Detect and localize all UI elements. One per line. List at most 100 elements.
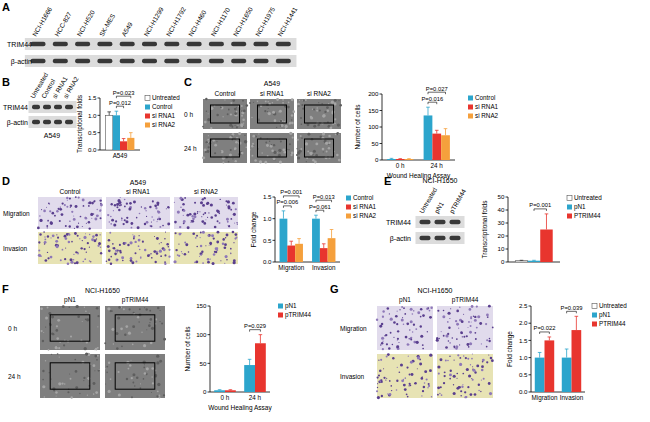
x-tick-label: 0 h bbox=[396, 162, 405, 169]
cell-texture bbox=[82, 226, 83, 227]
cell-texture bbox=[99, 210, 101, 212]
cell-texture bbox=[313, 150, 316, 153]
cell-texture bbox=[89, 313, 90, 314]
cell-texture bbox=[472, 366, 473, 367]
blot-band bbox=[254, 42, 269, 46]
cell-texture bbox=[42, 370, 44, 372]
cell-texture bbox=[455, 320, 457, 322]
cell-texture bbox=[297, 157, 300, 160]
cell-texture bbox=[105, 383, 106, 384]
cell-texture bbox=[65, 248, 66, 249]
cell-texture bbox=[85, 217, 88, 220]
blot-panel: EUntreatedpN1pTRIM44TRIM44β-actinNCI-H16… bbox=[384, 175, 468, 244]
cell-texture bbox=[310, 152, 313, 155]
cell-texture bbox=[230, 149, 232, 151]
p-bracket bbox=[116, 96, 130, 98]
cell-texture bbox=[164, 261, 166, 263]
cell-texture bbox=[443, 310, 445, 312]
blot-band bbox=[164, 42, 179, 46]
cell-texture bbox=[44, 243, 45, 244]
legend-swatch bbox=[145, 105, 150, 110]
cell-texture bbox=[219, 222, 221, 224]
cell-texture bbox=[89, 247, 90, 248]
cell-texture bbox=[52, 212, 55, 215]
cell-texture bbox=[69, 198, 71, 200]
cell-texture bbox=[415, 328, 417, 330]
cell-texture bbox=[187, 226, 190, 229]
blot-band bbox=[43, 120, 51, 124]
cell-texture bbox=[251, 145, 253, 147]
cell-texture bbox=[388, 394, 391, 397]
cell-texture bbox=[427, 331, 428, 332]
cell-texture bbox=[389, 380, 391, 382]
cell-texture bbox=[280, 140, 282, 142]
error-bar bbox=[390, 158, 394, 160]
cell-texture bbox=[163, 248, 166, 251]
cell-texture bbox=[50, 221, 53, 224]
cell-texture bbox=[471, 321, 472, 322]
panel-letter: C bbox=[184, 76, 192, 88]
cell-texture bbox=[109, 221, 110, 222]
legend-swatch bbox=[346, 214, 351, 219]
cell-texture bbox=[146, 308, 148, 310]
micrograph-bg bbox=[250, 99, 294, 129]
legend-label: si RNA2 bbox=[353, 212, 377, 219]
cell-texture bbox=[481, 379, 482, 380]
cell-texture bbox=[232, 202, 235, 205]
cell-texture bbox=[137, 226, 140, 229]
cell-texture bbox=[132, 373, 135, 376]
p-value: P=0.027 bbox=[426, 86, 448, 92]
cell-texture bbox=[270, 145, 273, 148]
bars bbox=[515, 214, 552, 262]
cell-texture bbox=[443, 375, 445, 377]
cell-texture bbox=[60, 207, 61, 208]
cell-texture bbox=[86, 223, 87, 224]
cell-texture bbox=[280, 125, 281, 126]
blot-band bbox=[53, 42, 68, 46]
legend-swatch bbox=[592, 322, 597, 327]
cell-texture bbox=[133, 235, 135, 237]
cell-texture bbox=[457, 354, 459, 356]
cell-texture bbox=[390, 385, 392, 387]
y-tick bbox=[506, 262, 509, 263]
cell-texture bbox=[179, 226, 181, 228]
cell-texture bbox=[291, 152, 294, 155]
cell-texture bbox=[450, 308, 451, 309]
error-bar bbox=[398, 158, 402, 159]
cell-texture bbox=[235, 160, 237, 162]
cell-texture bbox=[230, 253, 231, 254]
y-tick-label: 100 bbox=[368, 123, 379, 130]
legend-label: Control bbox=[353, 194, 373, 201]
cell-texture bbox=[151, 327, 154, 330]
blot-band bbox=[164, 59, 179, 63]
cell-texture bbox=[443, 382, 445, 384]
blot-band bbox=[32, 105, 40, 109]
cell-texture bbox=[56, 234, 57, 235]
y-tick bbox=[273, 197, 276, 198]
cell-texture bbox=[439, 358, 442, 361]
panel-letter: B bbox=[2, 76, 10, 88]
lane-label: NCI-H1975 bbox=[254, 6, 277, 38]
cell-texture bbox=[488, 340, 490, 342]
cell-texture bbox=[196, 246, 198, 248]
cell-texture bbox=[214, 214, 216, 216]
cell-texture bbox=[56, 210, 59, 213]
cell-texture bbox=[449, 373, 452, 376]
cell-texture bbox=[461, 320, 464, 323]
cell-texture bbox=[210, 127, 212, 129]
cell-texture bbox=[201, 216, 202, 217]
cell-texture bbox=[474, 393, 477, 396]
cell-texture bbox=[417, 311, 420, 314]
y-tick-label: 50 bbox=[200, 360, 207, 367]
cell-texture bbox=[229, 124, 232, 127]
cell-texture bbox=[399, 309, 400, 310]
cell-texture bbox=[55, 329, 58, 332]
cell-texture bbox=[463, 314, 464, 315]
cell-texture bbox=[292, 110, 295, 113]
bar bbox=[214, 390, 225, 392]
cell-texture bbox=[258, 118, 260, 120]
cell-texture bbox=[184, 253, 187, 256]
cell-texture bbox=[253, 102, 254, 103]
cell-texture bbox=[488, 305, 491, 308]
cell-texture bbox=[430, 307, 432, 309]
